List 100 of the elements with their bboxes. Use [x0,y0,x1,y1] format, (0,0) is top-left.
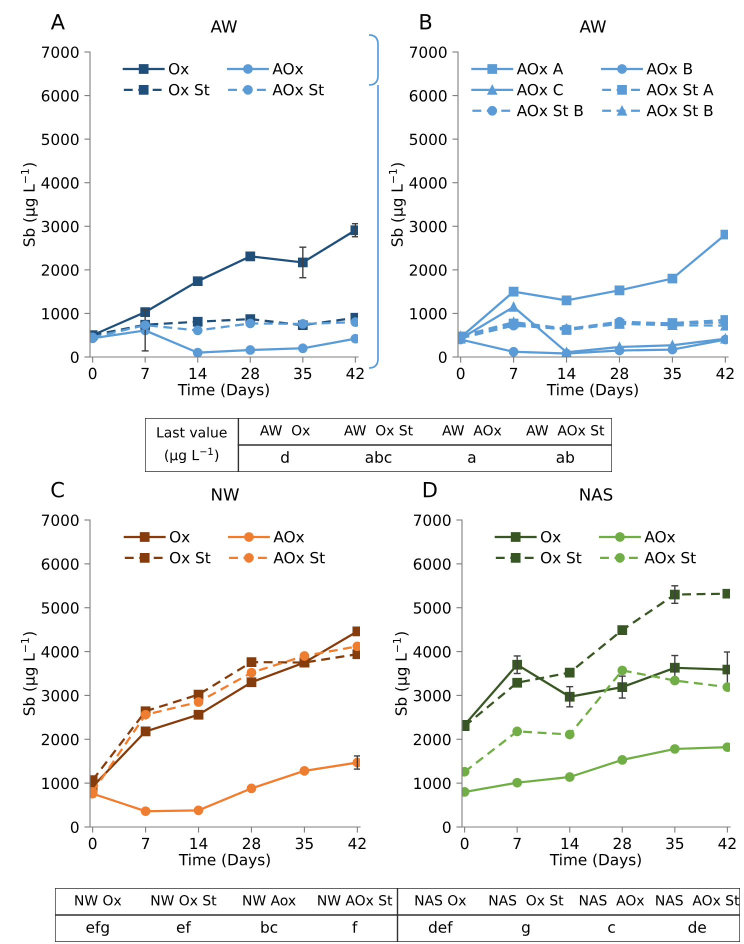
category-label: NAS AOx [580,895,644,906]
y-tick-label: 4000 [41,646,79,658]
x-tick-label: 7 [510,368,518,380]
y-axis-title: Sb (µg L$^{−1}$) [388,163,406,246]
y-tick-label: 0 [438,351,447,364]
legend-label: AOx C [516,84,563,96]
y-axis-title: Sb (µg L$^{−1}$) [20,632,38,716]
y-tick-label: 0 [70,821,79,834]
category-label: NAS Ox [416,895,466,906]
x-tick-label: 7 [142,368,149,380]
chart-title: AW [580,20,606,33]
legend-label: Ox [540,530,561,543]
legend-label: AOx [272,62,304,75]
y-tick-label: 6000 [42,90,79,102]
y-tick-label: 3000 [414,690,451,702]
y-tick-label: 3000 [42,220,79,232]
y-tick-label: 1000 [414,778,451,790]
text: bc [261,921,278,933]
legend-label: AOx St [272,84,324,96]
text: f [352,921,358,933]
x-tick-label: 0 [88,368,96,380]
y-tick-label: 7000 [414,514,451,526]
x-tick-label: 14 [190,838,208,850]
y-tick-label: 3000 [42,690,79,702]
category-label: AW Ox [260,425,310,436]
x-tick-label: 42 [718,838,736,850]
legend-label: AOx [644,530,676,543]
y-axis-title: Sb (µg L$^{−1}$) [20,163,38,246]
text: Last value (µg L$^{−1}$) [157,426,227,464]
text: a [468,454,476,463]
legend-label: AOx St B [646,104,713,116]
x-tick-label: 35 [294,368,312,380]
y-tick-label: 2000 [414,734,451,746]
legend-label: AOx [274,530,304,543]
text: def [428,921,453,933]
legend-label: AOx St [274,552,325,564]
x-tick-label: 7 [142,838,150,850]
text: D [424,482,437,498]
y-tick-label: 5000 [42,134,79,146]
y-tick-label: 7000 [42,46,79,58]
y-tick-label: 2000 [42,264,79,276]
category-label: NW Aox [243,895,296,906]
text: c [608,924,615,933]
text: ef [176,921,192,933]
text: B [420,14,432,30]
chart-title: NAS [580,488,612,501]
chart-title: AW [210,20,237,33]
x-tick-label: 42 [348,838,366,850]
y-tick-label: 5000 [414,602,451,614]
text: d [281,451,289,463]
legend-label: AOx A [516,62,564,75]
category-label: NAS AOx St [656,895,740,906]
legend-label: Ox St [540,552,582,564]
legend-label: Ox St [168,84,210,96]
y-tick-label: 6000 [414,558,451,570]
text: g [522,924,530,936]
category-label: NAS Ox St [490,895,564,906]
text: abc [366,451,392,463]
x-tick-label: 42 [346,368,364,380]
category-label: NW AOx St [318,895,392,906]
y-axis-title: Sb (µg L$^{−1}$) [392,632,410,716]
y-tick-label: 4000 [413,646,451,658]
legend-label: Ox [168,62,189,75]
legend-label: AOx St A [646,84,714,96]
text: A [50,14,65,30]
x-tick-label: 14 [190,368,207,380]
y-tick-label: 1000 [410,308,447,320]
x-tick-label: 28 [614,838,631,850]
x-tick-label: 0 [456,368,464,380]
y-tick-label: 5000 [410,134,447,146]
legend-label: AOx St B [516,104,583,116]
y-tick-label: 7000 [410,46,447,58]
x-tick-label: 28 [242,838,260,850]
x-axis-title: Time (Days) [546,384,638,398]
legend-label: Ox St [170,552,210,564]
text: efg [86,921,109,936]
legend-label: AOx St [644,552,696,564]
x-tick-label: 28 [610,368,628,380]
y-tick-label: 4000 [41,177,79,189]
category-label: NW Ox [75,895,122,906]
y-tick-label: 6000 [410,90,447,102]
category-label: NW Ox St [152,895,216,906]
x-axis-title: Time (Days) [550,854,641,868]
x-tick-label: 42 [716,368,734,380]
x-tick-label: 35 [666,838,684,850]
text: de [688,921,706,933]
x-tick-label: 35 [296,838,313,850]
x-tick-label: 28 [242,368,259,380]
x-tick-label: 0 [460,838,468,850]
y-tick-label: 4000 [409,177,447,189]
text: ab [556,451,574,463]
x-tick-label: 0 [88,838,96,850]
x-tick-label: 14 [562,838,579,850]
y-tick-label: 2000 [42,734,79,746]
x-axis-title: Time (Days) [178,854,270,868]
y-tick-label: 3000 [410,220,447,232]
x-tick-label: 14 [558,368,576,380]
category-label: AW AOx [442,425,502,436]
y-tick-label: 1000 [42,778,79,790]
y-tick-label: 5000 [42,602,79,614]
